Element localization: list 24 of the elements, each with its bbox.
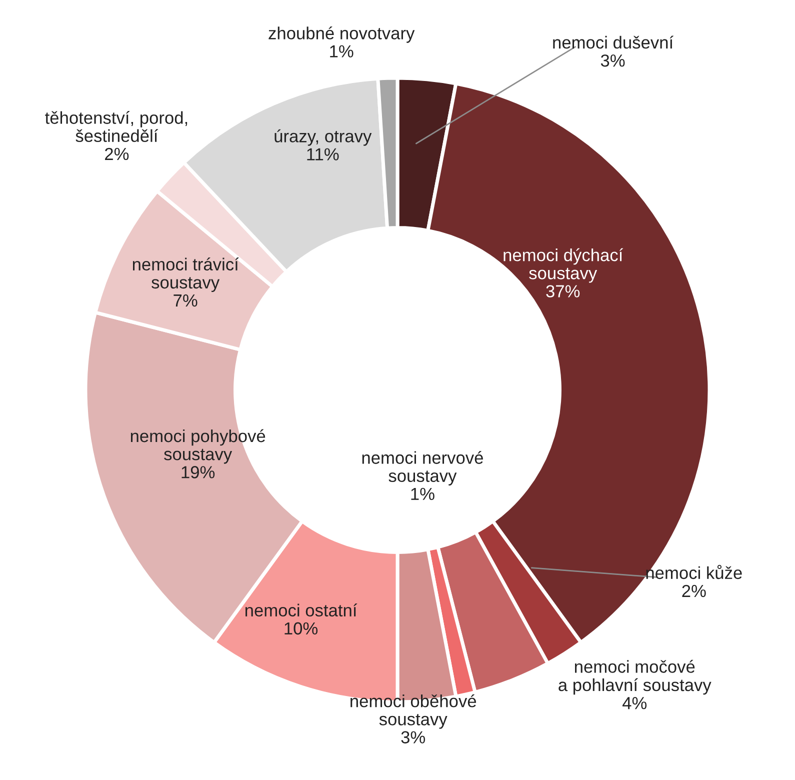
data-label: 3% [401,731,426,744]
data-label: 4% [622,697,647,710]
data-label: 2% [682,584,706,598]
slice-label: těhotenství, porod, šestinedělí [45,111,188,142]
data-label: 2% [105,148,129,160]
slice-label: nemoci ostatní [245,604,358,617]
data-label: 19% [182,466,215,478]
slice-label: nemoci duševní [553,36,674,49]
data-label: 7% [174,294,198,307]
data-label: 37% [546,285,580,298]
slice-label: nemoci močové a pohlavní soustavy [558,660,712,695]
slice-label: zhoubné novotvary [268,26,415,43]
slice-label: nemoci oběhové soustavy [350,694,476,729]
slice-label: úrazy, otravy [274,129,372,146]
slice-label: nemoci pohybové soustavy [130,429,266,464]
data-label: 11% [307,148,339,160]
slice-label: nemoci dýchací soustavy [504,248,624,283]
slice-label: nemoci nervové soustavy [362,450,483,486]
slice-label: nemoci kůže [646,564,742,580]
data-label: 1% [330,45,354,58]
data-label: 10% [284,622,318,635]
slice-label: nemoci trávicí soustavy [132,258,239,292]
data-label: 1% [411,488,434,500]
data-label: 3% [600,54,625,67]
